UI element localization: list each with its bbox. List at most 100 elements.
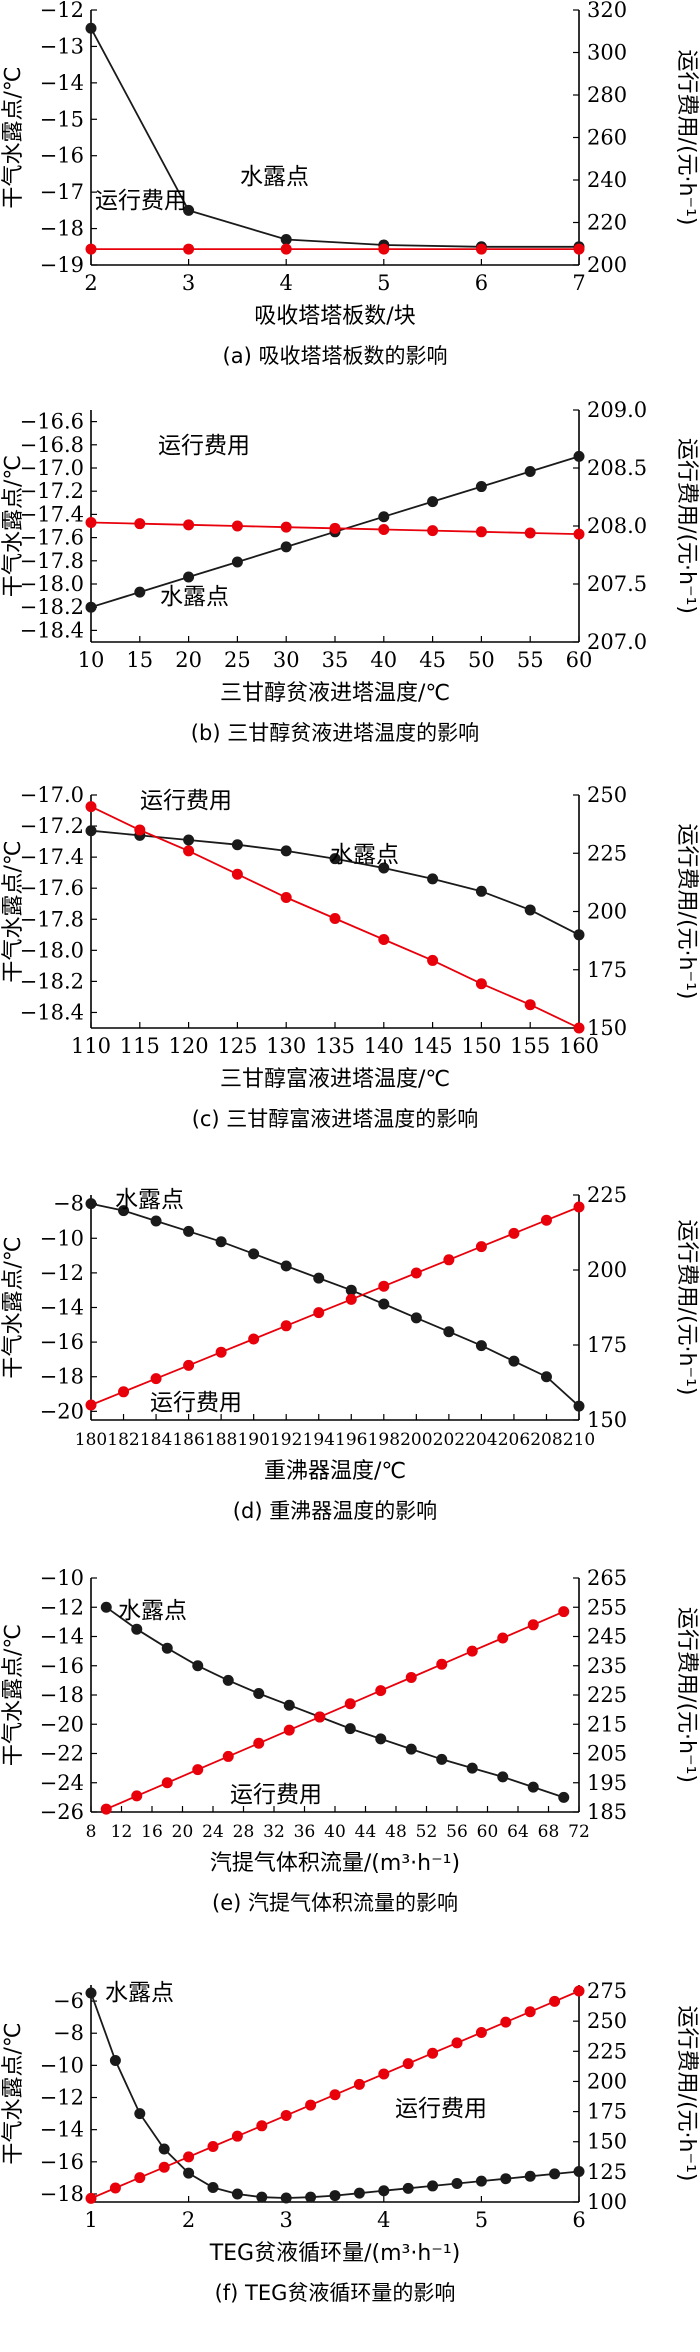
- panel-f-dewpoint-annotation: 水露点: [105, 1980, 174, 2006]
- panel-b-x-label: 三甘醇贫液进塔温度/℃: [220, 681, 450, 706]
- panel-e-y-left-tick-label: −24: [40, 1771, 84, 1795]
- panel-a-y-right-tick-label: 200: [587, 253, 627, 277]
- panel-e-y-left-tick-label: −14: [40, 1625, 84, 1649]
- panel-e-y-right-tick-label: 215: [587, 1712, 627, 1736]
- panel-f-y-right-tick-label: 225: [587, 2039, 627, 2063]
- panel-b-dewpoint-annotation: 水露点: [160, 584, 229, 610]
- panel-b-dewpoint-point: [573, 450, 585, 462]
- panel-d-dewpoint-point: [85, 1198, 97, 1210]
- panel-f-dewpoint-point: [280, 2192, 292, 2204]
- panel-b-cost-point: [573, 528, 585, 540]
- panel-d-dewpoint-point: [410, 1312, 422, 1324]
- panel-a-cost-point: [573, 243, 585, 255]
- panel-a-y-right-tick-label: 260: [587, 126, 627, 150]
- panel-c-dewpoint-point: [427, 873, 439, 885]
- panel-a-cost-point: [378, 243, 390, 255]
- panel-d-dewpoint-point: [183, 1225, 195, 1237]
- panel-e-dewpoint-point: [161, 1642, 173, 1654]
- panel-e-cost-point: [558, 1606, 570, 1618]
- panel-f-dewpoint-point: [451, 2178, 463, 2190]
- panel-c-caption: (c) 三甘醇富液进塔温度的影响: [192, 1107, 479, 1131]
- panel-e-y-left-tick-label: −22: [40, 1742, 84, 1766]
- panel-e-dewpoint-point: [192, 1660, 204, 1672]
- panel-d-dewpoint-annotation: 水露点: [115, 1187, 184, 1213]
- panel-a-y-left-tick-label: −12: [40, 0, 84, 22]
- panel-b-y-right-tick-label: 209.0: [587, 398, 647, 422]
- panel-f-cost-point: [158, 2161, 170, 2173]
- panel-b-x-tick-label: 55: [517, 648, 544, 672]
- panel-f-caption: (f) TEG贫液循环量的影响: [215, 2281, 456, 2305]
- panel-a-y-left-tick-label: −17: [40, 180, 84, 204]
- panel-c-x-tick-label: 115: [120, 1034, 160, 1058]
- panel-f-dewpoint-point: [353, 2187, 365, 2199]
- panel-f-y-left-tick-label: −14: [40, 2118, 84, 2142]
- panel-e-x-tick-label: 48: [385, 1822, 407, 1842]
- panel-d-cost-point: [150, 1373, 162, 1385]
- panel-b-y-right-tick-label: 207.5: [587, 572, 647, 596]
- panel-d-x-tick-label: 192: [270, 1430, 302, 1450]
- panel-c-x-label: 三甘醇富液进塔温度/℃: [220, 1067, 450, 1092]
- panel-e-x-tick-label: 68: [538, 1822, 560, 1842]
- panel-d-y-left-tick-label: −16: [40, 1330, 84, 1354]
- panel-f-cost-point: [134, 2172, 146, 2184]
- panel-d-dewpoint-point: [540, 1371, 552, 1383]
- panel-d-cost-point: [248, 1333, 260, 1345]
- panel-b-y-left-label: 干气水露点/℃: [1, 455, 26, 597]
- panel-d-y-left-tick-label: −20: [40, 1399, 84, 1423]
- panel-e-x-tick-label: 36: [294, 1822, 316, 1842]
- panel-f-dewpoint-point: [402, 2182, 414, 2194]
- panel-b-cost-point: [280, 521, 292, 533]
- panel-c-cost-annotation: 运行费用: [140, 788, 232, 814]
- panel-b-y-left-tick-label: −16.6: [20, 410, 84, 434]
- panel-a-y-left-tick-label: −18: [40, 217, 84, 241]
- panel-a-x-label: 吸收塔塔板数/块: [254, 304, 415, 329]
- panel-e-y-left-tick-label: −12: [40, 1595, 84, 1619]
- panel-f-cost-point: [475, 2026, 487, 2038]
- panel-f-cost-point: [500, 2016, 512, 2028]
- panel-b-cost-point: [134, 518, 146, 530]
- panel-d-y-left-label: 干气水露点/℃: [1, 1236, 26, 1378]
- panel-f-dewpoint-point: [475, 2175, 487, 2187]
- panel-a-cost-point: [475, 243, 487, 255]
- panel-c-cost-point: [231, 868, 243, 880]
- panel-c-y-right-tick-label: 225: [587, 841, 627, 865]
- panel-c-x-tick-label: 130: [266, 1034, 306, 1058]
- panel-c-x-tick-label: 140: [364, 1034, 404, 1058]
- panel-b-cost-point: [378, 523, 390, 535]
- panel-a-x-tick-label: 2: [84, 271, 97, 295]
- panel-c-y-left-tick-label: −17.0: [20, 783, 84, 807]
- panel-b-y-left-tick-label: −18.0: [20, 572, 84, 596]
- panel-f-dewpoint-point: [134, 2108, 146, 2120]
- panel-e-cost-point: [344, 1698, 356, 1710]
- panel-b-cost-point: [85, 517, 97, 529]
- panel-f-cost-annotation: 运行费用: [395, 2096, 487, 2122]
- panel-f-cost-point: [305, 2099, 317, 2111]
- panel-b-y-right-tick-label: 207.0: [587, 630, 647, 654]
- panel-f-cost-point: [85, 2192, 97, 2204]
- panel-c-dewpoint-point: [231, 839, 243, 851]
- panel-d-x-tick-label: 200: [400, 1430, 432, 1450]
- panel-b-x-tick-label: 50: [468, 648, 495, 672]
- panel-c-cost-point: [524, 999, 536, 1011]
- panel-b-y-left-tick-label: −17.6: [20, 526, 84, 550]
- panel-e-dewpoint-point: [375, 1733, 387, 1745]
- panel-f-dewpoint-point: [329, 2190, 341, 2202]
- panel-c-dewpoint-point: [183, 834, 195, 846]
- panel-a-y-left-label: 干气水露点/℃: [1, 66, 26, 208]
- panel-a-cost-point: [280, 243, 292, 255]
- panel-b-cost-point: [475, 526, 487, 538]
- panel-b-y-left-tick-label: −17.8: [20, 549, 84, 573]
- panel-d-y-left-tick-label: −12: [40, 1261, 84, 1285]
- panel-c-y-right-tick-label: 175: [587, 958, 627, 982]
- panel-a-y-left-tick-label: −16: [40, 144, 84, 168]
- panel-e-x-tick-label: 60: [477, 1822, 499, 1842]
- panel-a-x-tick-label: 5: [377, 271, 390, 295]
- panel-e-cost-point: [436, 1658, 448, 1670]
- panel-b-y-left-tick-label: −17.0: [20, 456, 84, 480]
- panel-f-cost-point: [451, 2037, 463, 2049]
- panel-d-dewpoint-point: [345, 1284, 357, 1296]
- panel-d-cost-point: [280, 1320, 292, 1332]
- panel-d-dewpoint-point: [475, 1340, 487, 1352]
- panel-a-y-left-tick-label: −19: [40, 253, 84, 277]
- panel-e-dewpoint-annotation: 水露点: [118, 1598, 187, 1624]
